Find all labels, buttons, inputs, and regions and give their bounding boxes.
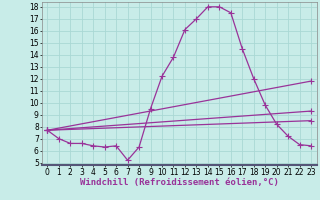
X-axis label: Windchill (Refroidissement éolien,°C): Windchill (Refroidissement éolien,°C) xyxy=(80,178,279,187)
